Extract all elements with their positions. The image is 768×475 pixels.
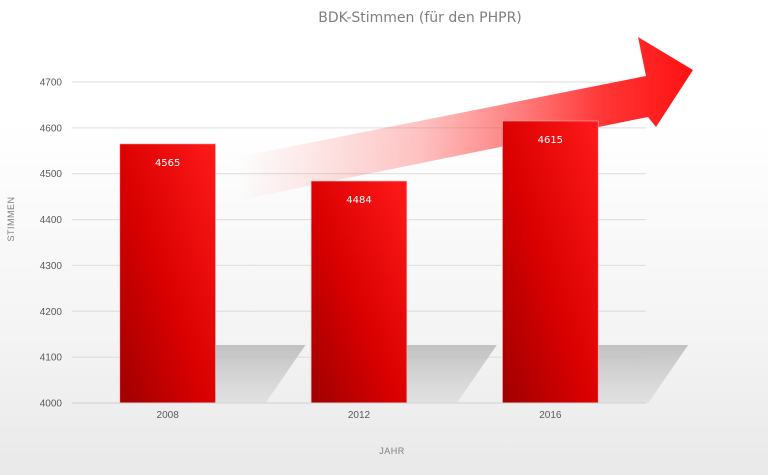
data-labels: 4565 4484 4615 [155, 135, 563, 206]
data-label: 4565 [155, 158, 180, 169]
bar-shadows [213, 345, 689, 403]
bar-2008 [119, 143, 216, 404]
y-tick-label: 4400 [40, 215, 63, 226]
y-tick-label: 4700 [40, 78, 63, 89]
trend-arrow-icon [238, 37, 693, 199]
x-tick-label: 2016 [539, 410, 562, 421]
y-tick-label: 4300 [40, 261, 63, 272]
x-axis-ticks: 2008 2012 2016 [157, 410, 562, 421]
data-label: 4484 [346, 195, 371, 206]
bar-2016 [502, 120, 599, 404]
bar-2012 [310, 180, 408, 404]
y-axis-ticks: 4000 4100 4200 4300 4400 4500 4600 4700 [40, 78, 63, 410]
bar-shadow [596, 345, 689, 403]
x-tick-label: 2008 [157, 410, 180, 421]
y-axis-title: STIMMEN [6, 197, 16, 242]
x-tick-label: 2012 [348, 410, 371, 421]
bars [119, 120, 599, 404]
data-label: 4615 [538, 135, 563, 146]
y-tick-label: 4600 [40, 123, 63, 134]
chart-title: BDK-Stimmen (für den PHPR) [318, 10, 522, 26]
y-tick-label: 4200 [40, 307, 63, 318]
x-axis-title: JAHR [379, 446, 405, 456]
bar-shadow [404, 345, 497, 403]
y-tick-label: 4100 [40, 353, 63, 364]
y-tick-label: 4500 [40, 169, 63, 180]
y-tick-label: 4000 [40, 399, 63, 410]
bar-shadow [213, 345, 306, 403]
